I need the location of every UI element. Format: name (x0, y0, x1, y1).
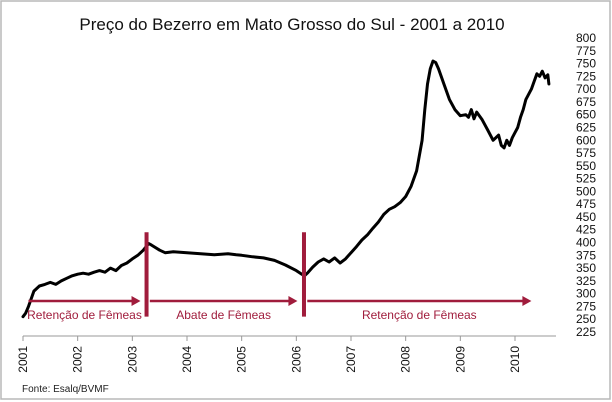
price-series-line (21, 59, 551, 319)
y-tick-label: 575 (576, 146, 596, 160)
y-tick-label: 775 (576, 44, 596, 58)
annotation-layer: Retenção de Fêmeas Abate de Fêmeas Retençã… (27, 232, 532, 322)
x-tick-label: 2007 (344, 346, 358, 373)
y-tick-label: 275 (576, 299, 596, 313)
x-tick-label: 2005 (235, 346, 249, 373)
y-tick-label: 550 (576, 159, 596, 173)
x-tick-label: 2004 (180, 346, 194, 373)
y-tick-label: 525 (576, 172, 596, 186)
x-tick-label: 2006 (289, 346, 303, 373)
phase-label: Retenção de Fêmeas (27, 308, 142, 322)
y-tick-label: 650 (576, 108, 596, 122)
y-axis-ticks: 2252502753003253503754004254504755005255… (576, 31, 596, 339)
y-tick-label: 625 (576, 120, 596, 134)
y-tick-label: 600 (576, 133, 596, 147)
y-tick-label: 675 (576, 95, 596, 109)
y-tick-label: 475 (576, 197, 596, 211)
y-tick-label: 400 (576, 236, 596, 250)
y-tick-label: 700 (576, 82, 596, 96)
x-tick-label: 2002 (71, 346, 85, 373)
y-tick-label: 725 (576, 69, 596, 83)
y-tick-label: 500 (576, 184, 596, 198)
series-layer (21, 59, 551, 319)
source-note: Fonte: Esalq/BVMF (22, 384, 109, 395)
chart-title: Preço do Bezerro em Mato Grosso do Sul -… (79, 15, 504, 34)
phase-arrow-head (131, 296, 141, 306)
phase-label: Abate de Fêmeas (176, 308, 271, 322)
phase-arrow-head (288, 296, 298, 306)
y-tick-label: 225 (576, 325, 596, 339)
phase-arrow-head (522, 296, 532, 306)
x-tick-label: 2008 (399, 346, 413, 373)
phase-label: Retenção de Fêmeas (362, 308, 477, 322)
x-tick-label: 2001 (16, 346, 30, 373)
y-tick-label: 750 (576, 57, 596, 71)
y-tick-label: 800 (576, 31, 596, 45)
y-tick-label: 300 (576, 287, 596, 301)
x-tick-label: 2010 (508, 346, 522, 373)
y-tick-label: 450 (576, 210, 596, 224)
y-tick-label: 425 (576, 223, 596, 237)
y-tick-label: 250 (576, 312, 596, 326)
x-tick-label: 2003 (125, 346, 139, 373)
x-tick-label: 2009 (453, 346, 467, 373)
x-axis-ticks: 2001 2002 2003 2004 2005 2006 2007 2008 2009 2010 (16, 336, 522, 373)
y-tick-label: 375 (576, 248, 596, 262)
y-tick-label: 350 (576, 261, 596, 275)
y-tick-label: 325 (576, 274, 596, 288)
